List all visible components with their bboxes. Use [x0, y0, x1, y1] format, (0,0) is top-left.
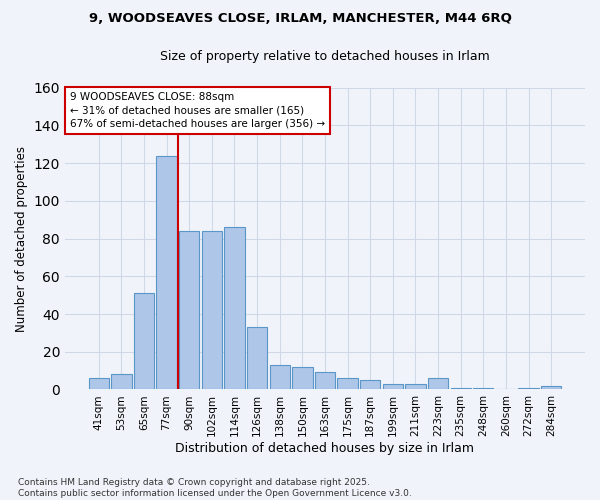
Text: Contains HM Land Registry data © Crown copyright and database right 2025.
Contai: Contains HM Land Registry data © Crown c… [18, 478, 412, 498]
Bar [451, 388, 471, 390]
Bar [269, 365, 290, 390]
X-axis label: Distribution of detached houses by size in Irlam: Distribution of detached houses by size … [175, 442, 475, 455]
Bar [518, 388, 539, 390]
Y-axis label: Number of detached properties: Number of detached properties [15, 146, 28, 332]
Bar [292, 367, 313, 390]
Bar [224, 228, 245, 390]
Bar [337, 378, 358, 390]
Bar [202, 231, 222, 390]
Bar [179, 231, 199, 390]
Bar [428, 378, 448, 390]
Text: 9 WOODSEAVES CLOSE: 88sqm
← 31% of detached houses are smaller (165)
67% of semi: 9 WOODSEAVES CLOSE: 88sqm ← 31% of detac… [70, 92, 325, 128]
Bar [89, 378, 109, 390]
Bar [383, 384, 403, 390]
Bar [473, 388, 493, 390]
Bar [405, 384, 425, 390]
Bar [247, 327, 267, 390]
Bar [157, 156, 177, 390]
Bar [315, 372, 335, 390]
Bar [541, 386, 562, 390]
Bar [360, 380, 380, 390]
Bar [111, 374, 131, 390]
Title: Size of property relative to detached houses in Irlam: Size of property relative to detached ho… [160, 50, 490, 63]
Bar [134, 294, 154, 390]
Text: 9, WOODSEAVES CLOSE, IRLAM, MANCHESTER, M44 6RQ: 9, WOODSEAVES CLOSE, IRLAM, MANCHESTER, … [89, 12, 511, 26]
